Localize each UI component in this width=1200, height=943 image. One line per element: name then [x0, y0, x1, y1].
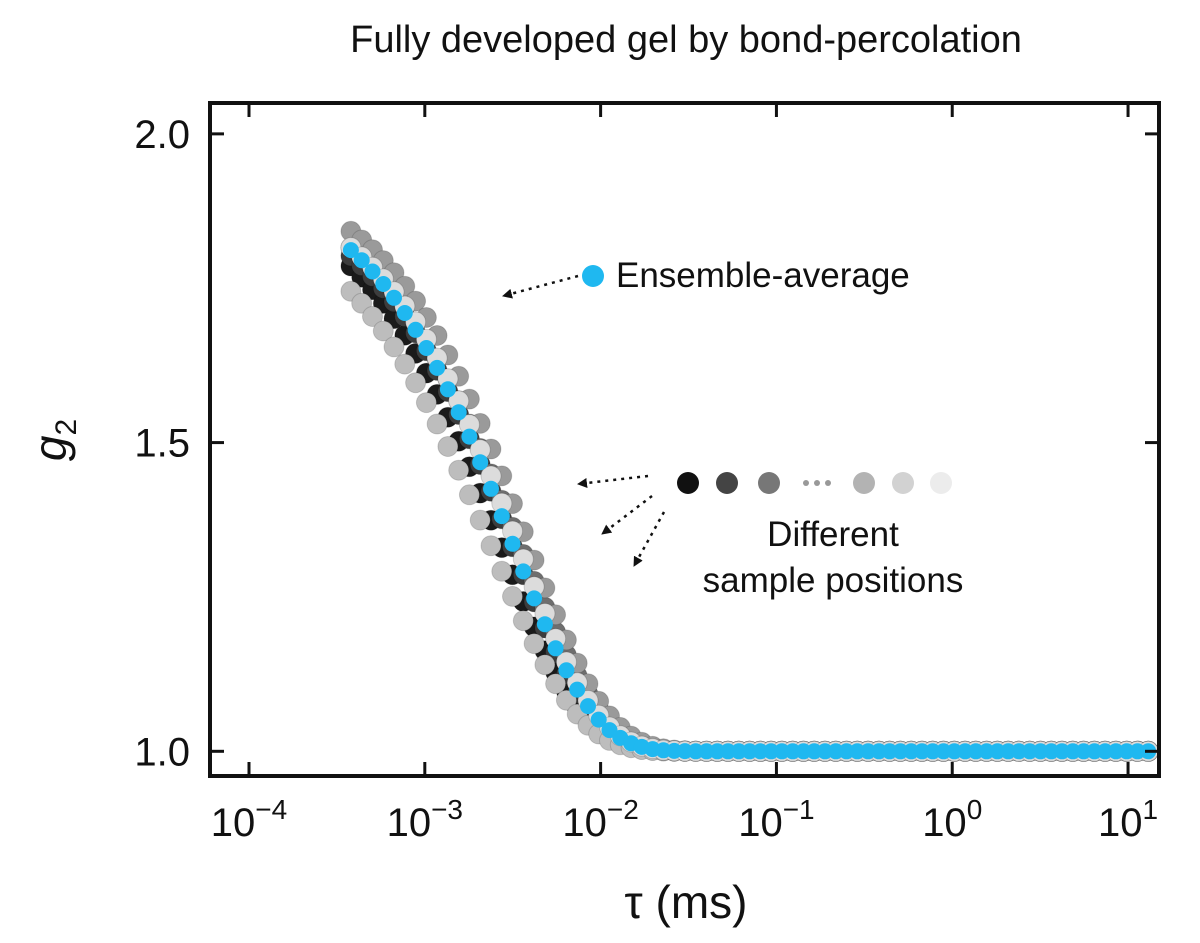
ensemble-point — [526, 590, 543, 607]
sample-arrow-1 — [577, 474, 649, 488]
x-tick-label-base: 10 — [387, 801, 432, 845]
sample-legend-dot — [716, 472, 738, 494]
x-tick-label: 10−2 — [562, 794, 638, 845]
sample-point — [469, 509, 491, 531]
sample-point — [502, 585, 523, 607]
ensemble-point — [590, 711, 607, 728]
y-tick-label: 1.5 — [134, 422, 190, 466]
x-tick-label-exponent: −3 — [431, 794, 463, 825]
x-tick-label-exponent: 0 — [967, 794, 983, 825]
series-1 — [340, 245, 1159, 762]
sample-legend-dot — [677, 472, 699, 494]
ensemble-point — [364, 263, 381, 280]
ensemble-point — [493, 508, 510, 525]
ensemble-arrow — [502, 274, 579, 299]
ensemble-point — [483, 480, 499, 497]
sample-legend-dot — [930, 472, 952, 494]
sample-legend-dot — [853, 472, 875, 494]
ensemble-point — [536, 616, 553, 633]
x-tick-label: 10−1 — [738, 794, 814, 845]
x-tick-label-base: 10 — [562, 801, 607, 845]
different-label: Different — [767, 515, 899, 554]
sample-point — [555, 689, 577, 711]
ensemble-average-label: Ensemble-average — [616, 256, 910, 295]
sample-point — [362, 306, 383, 327]
ensemble-point — [342, 242, 359, 259]
ensemble-point — [569, 681, 586, 698]
sample-point — [394, 353, 416, 375]
ellipsis-dot — [814, 480, 820, 486]
x-tick-label: 100 — [922, 794, 982, 845]
sample-point — [534, 654, 556, 676]
ensemble-legend-marker — [582, 265, 604, 287]
ensemble-point — [375, 276, 392, 292]
sample-positions-label: sample positions — [703, 561, 964, 600]
sample-point — [372, 320, 394, 342]
x-tick-label: 10−3 — [387, 794, 463, 845]
sample-point — [512, 610, 534, 632]
y-tick-label: 2.0 — [134, 113, 190, 157]
data-series-layer — [340, 220, 1159, 762]
sample-arrow-3 — [632, 511, 666, 567]
series-0 — [340, 255, 1159, 762]
ensemble-point — [580, 698, 596, 715]
ensemble-point — [429, 359, 446, 376]
x-tick-label: 101 — [1098, 794, 1158, 845]
ensemble-point — [558, 662, 575, 679]
y-axis-label: g2 — [24, 419, 83, 461]
y-axis-label-symbol: g — [24, 435, 76, 461]
x-tick-label-base: 10 — [1098, 801, 1143, 845]
y-tick-label: 1.0 — [134, 730, 190, 774]
x-tick-label-exponent: 1 — [1143, 794, 1159, 825]
y-axis-label-subscript: 2 — [50, 419, 83, 436]
sample-point — [405, 372, 427, 394]
sample-point — [426, 413, 448, 435]
x-tick-label-exponent: −1 — [783, 794, 815, 825]
x-axis-label: τ (ms) — [625, 876, 748, 928]
ensemble-point — [547, 640, 564, 657]
ellipsis-dot — [803, 480, 809, 486]
plot-frame — [208, 101, 1161, 778]
series-4 — [340, 280, 1159, 762]
x-tick-label-exponent: −2 — [607, 794, 639, 825]
sample-point — [383, 336, 405, 358]
ensemble-point — [450, 404, 467, 421]
sample-arrow-2 — [601, 495, 653, 535]
sample-point — [491, 560, 513, 582]
x-tick-label-base: 10 — [922, 801, 967, 845]
x-tick-label-exponent: −4 — [255, 794, 287, 825]
sample-point — [458, 484, 480, 506]
ensemble-point — [353, 252, 370, 269]
x-tick-label-base: 10 — [738, 801, 783, 845]
series-6 — [342, 242, 1157, 760]
chart-title: Fully developed gel by bond-percolation — [350, 19, 1022, 61]
ensemble-point — [461, 428, 478, 445]
sample-point — [523, 633, 545, 655]
ensemble-point — [515, 563, 532, 580]
ensemble-point — [407, 321, 424, 338]
ellipsis-dot — [825, 480, 831, 486]
sample-point — [351, 292, 373, 314]
ensemble-point — [386, 289, 402, 306]
sample-point — [480, 535, 502, 557]
x-tick-label-base: 10 — [211, 801, 256, 845]
sample-point — [448, 459, 470, 481]
sample-legend-dot — [758, 472, 780, 494]
sample-point — [415, 392, 437, 414]
ensemble-point — [504, 535, 521, 552]
sample-point — [545, 673, 567, 695]
sample-position-markers — [677, 472, 952, 494]
x-tick-label: 10−4 — [211, 794, 287, 845]
ensemble-point — [418, 340, 435, 356]
ensemble-point — [472, 454, 489, 471]
ensemble-point — [396, 305, 413, 321]
sample-legend-dot — [892, 472, 914, 494]
ensemble-point — [439, 381, 456, 398]
sample-point — [437, 436, 459, 457]
